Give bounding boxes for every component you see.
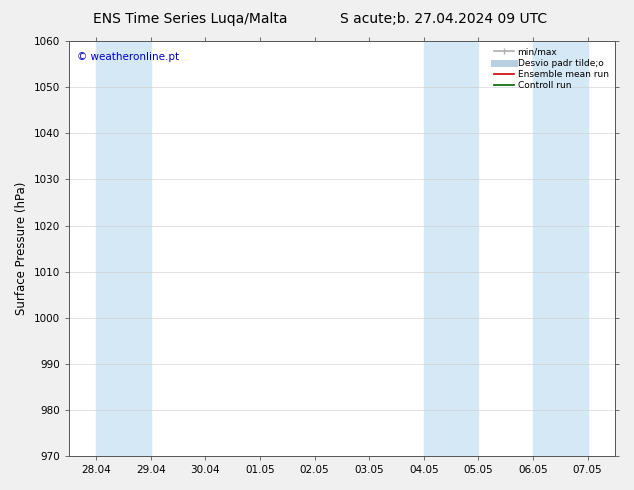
Text: © weatheronline.pt: © weatheronline.pt [77,51,179,62]
Legend: min/max, Desvio padr tilde;o, Ensemble mean run, Controll run: min/max, Desvio padr tilde;o, Ensemble m… [492,46,611,92]
Y-axis label: Surface Pressure (hPa): Surface Pressure (hPa) [15,182,28,315]
Text: ENS Time Series Luqa/Malta: ENS Time Series Luqa/Malta [93,12,287,26]
Bar [96,41,151,456]
Bar [424,41,478,456]
Text: S acute;b. 27.04.2024 09 UTC: S acute;b. 27.04.2024 09 UTC [340,12,547,26]
Bar [533,41,588,456]
